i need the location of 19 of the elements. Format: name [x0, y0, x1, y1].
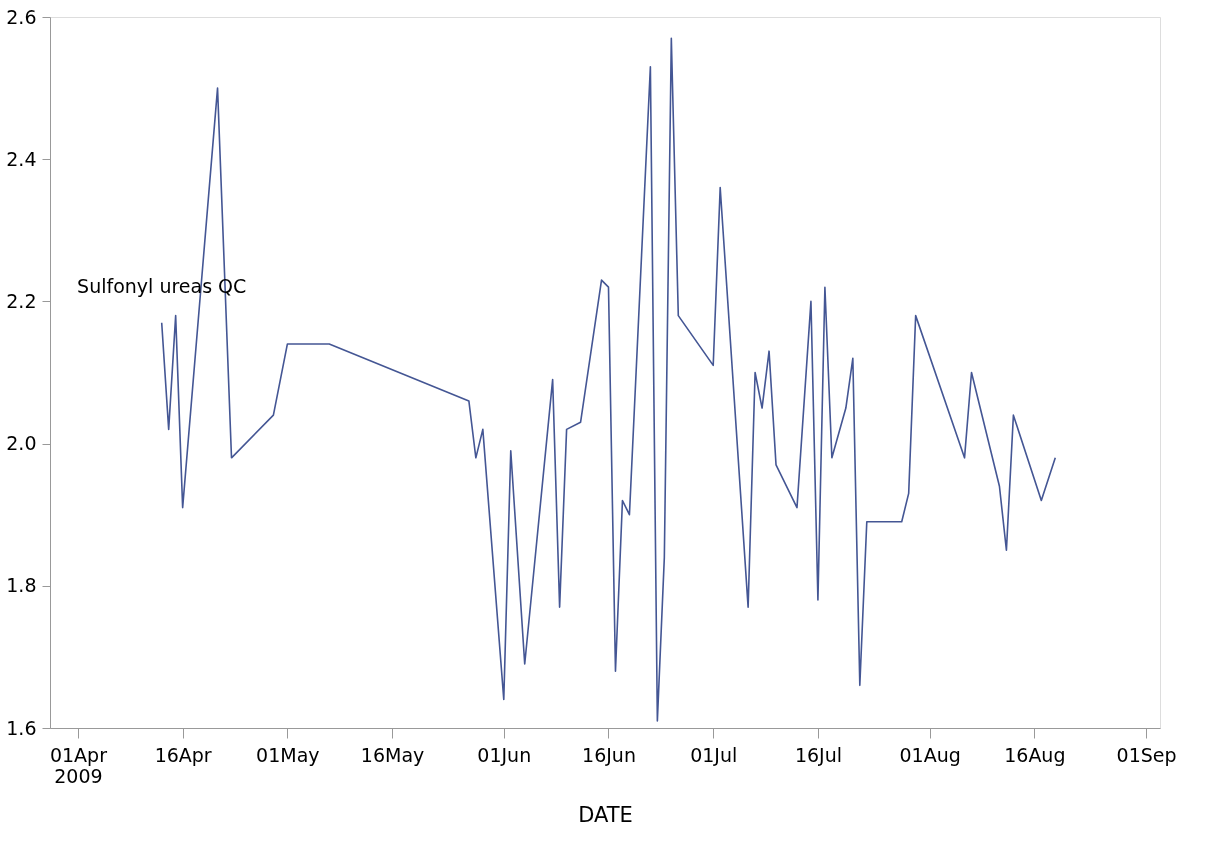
x-tick-label: 01Apr 2009	[49, 743, 108, 787]
x-tick-label: 16Jul	[794, 743, 842, 766]
x-tick-label: 16Aug	[1004, 743, 1066, 766]
x-tick-label: 16Apr	[154, 743, 212, 766]
x-tick-label: 01May	[256, 743, 320, 766]
x-tick-label: 01Jul	[690, 743, 738, 766]
x-tick-label: 01Jun	[477, 743, 532, 766]
y-tick-label: 2.0	[6, 432, 37, 455]
x-tick-label: 01Sep	[1116, 743, 1177, 766]
y-tick-label: 1.8	[6, 574, 37, 597]
x-axis-title: DATE	[578, 802, 633, 827]
y-tick-label: 2.6	[6, 5, 37, 28]
y-tick-label: 1.6	[6, 716, 37, 739]
y-tick-label: 2.4	[6, 147, 37, 170]
line-series	[160, 37, 1057, 722]
x-tick-label: 01Aug	[899, 743, 961, 766]
x-tick-label: 16Jun	[582, 743, 636, 766]
x-tick-label: 16May	[360, 743, 425, 766]
y-tick-label: 2.2	[6, 289, 37, 312]
